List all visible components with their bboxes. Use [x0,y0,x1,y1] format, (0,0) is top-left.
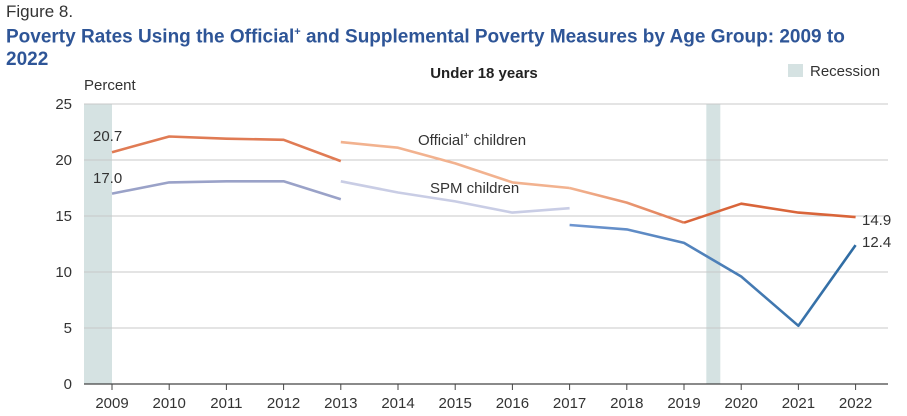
spm-series-line-spm2 [340,180,570,214]
official-series-line-off2 [340,140,570,190]
official-label-sup: + [464,131,470,142]
official-label-end: children [469,132,526,149]
spm-series-line-spm1 [111,180,342,201]
x-tick-label-2016: 2016 [496,395,529,412]
x-tick-label-2017: 2017 [553,395,586,412]
y-tick-label-25: 25 [55,96,72,113]
x-tick-label-2020: 2020 [725,395,758,412]
figure-label: Figure 8. [6,2,74,21]
official-series-line-off4 [683,202,856,224]
x-tick-label-2009: 2009 [95,395,128,412]
spm-2009-value-label: 17.0 [93,170,122,187]
legend-recession-swatch [788,64,803,77]
title-part2: and Supplemental Poverty Measures by Age… [6,26,845,71]
official-series-label: Official+ children [418,131,526,149]
x-tick-label-2019: 2019 [667,395,700,412]
legend-recession-label: Recession [810,63,880,80]
official-label-text: Official [418,132,464,149]
y-tick-label-5: 5 [64,320,72,337]
title-superscript: + [294,26,301,38]
official-series-line-off3 [569,186,685,224]
official-series-line-off1 [111,135,342,163]
x-tick-label-2011: 2011 [210,395,242,412]
x-tick-label-2012: 2012 [267,395,300,412]
x-tick-label-2010: 2010 [153,395,186,412]
x-tick-label-2022: 2022 [839,395,872,412]
spm-series-line-spm3 [569,223,857,328]
y-tick-label-0: 0 [64,376,72,393]
y-axis-label: Percent [84,77,137,94]
x-tick-label-2015: 2015 [439,395,472,412]
x-tick-label-2014: 2014 [381,395,414,412]
title-part1: Poverty Rates Using the Official [6,26,295,48]
x-tick-label-2021: 2021 [782,395,815,412]
recession-band-2 [706,104,721,384]
official-2022-value-label: 14.9 [862,212,891,229]
x-tick-label-2013: 2013 [324,395,357,412]
chart-title: Poverty Rates Using the Official+ and Su… [6,21,886,71]
x-tick-label-2018: 2018 [610,395,643,412]
chart-subtitle: Under 18 years [430,65,538,82]
y-tick-label-15: 15 [55,208,72,225]
y-tick-label-20: 20 [55,152,72,169]
spm-series-label: SPM children [430,180,519,197]
recession-band-1 [84,104,112,384]
y-tick-label-10: 10 [55,264,72,281]
official-2009-value-label: 20.7 [93,128,122,145]
spm-2022-value-label: 12.4 [862,234,891,251]
